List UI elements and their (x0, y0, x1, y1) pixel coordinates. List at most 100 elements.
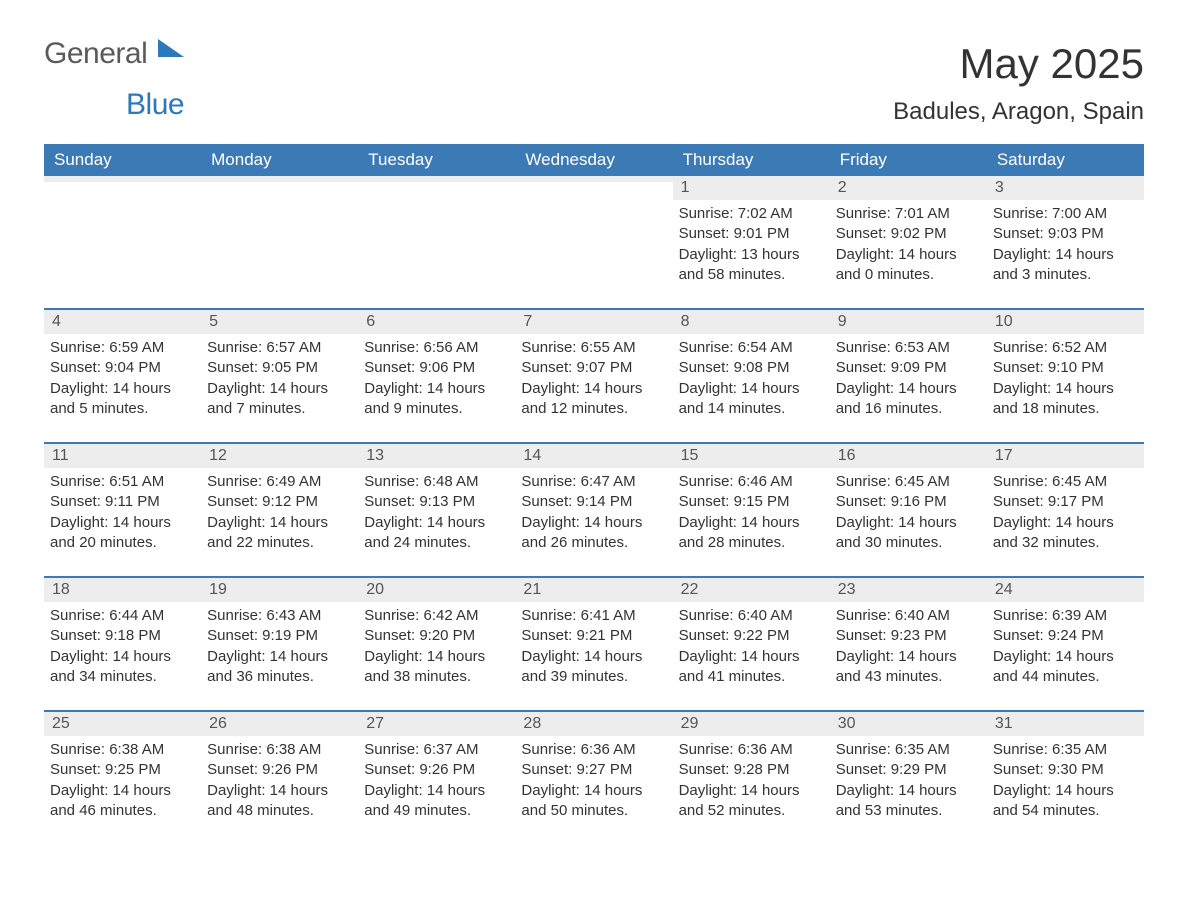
logo-triangle-icon (158, 39, 184, 57)
sunset-text: Sunset: 9:19 PM (207, 626, 352, 646)
sunrise-text: Sunrise: 6:47 AM (521, 472, 666, 492)
day-cell (44, 176, 201, 294)
day-body: Sunrise: 6:38 AMSunset: 9:26 PMDaylight:… (201, 736, 358, 821)
day-body: Sunrise: 6:38 AMSunset: 9:25 PMDaylight:… (44, 736, 201, 821)
day-body: Sunrise: 6:53 AMSunset: 9:09 PMDaylight:… (830, 334, 987, 419)
day-body: Sunrise: 6:42 AMSunset: 9:20 PMDaylight:… (358, 602, 515, 687)
sunrise-text: Sunrise: 6:43 AM (207, 606, 352, 626)
day-body (358, 182, 515, 262)
sunset-text: Sunset: 9:25 PM (50, 760, 195, 780)
daylight-text: Daylight: 14 hours and 7 minutes. (207, 379, 352, 420)
daylight-text: Daylight: 14 hours and 50 minutes. (521, 781, 666, 822)
daylight-text: Daylight: 14 hours and 34 minutes. (50, 647, 195, 688)
day-body: Sunrise: 6:52 AMSunset: 9:10 PMDaylight:… (987, 334, 1144, 419)
day-cell: 18Sunrise: 6:44 AMSunset: 9:18 PMDayligh… (44, 578, 201, 696)
daylight-text: Daylight: 14 hours and 9 minutes. (364, 379, 509, 420)
day-cell: 5Sunrise: 6:57 AMSunset: 9:05 PMDaylight… (201, 310, 358, 428)
sunset-text: Sunset: 9:07 PM (521, 358, 666, 378)
sunrise-text: Sunrise: 7:01 AM (836, 204, 981, 224)
daylight-text: Daylight: 14 hours and 14 minutes. (679, 379, 824, 420)
day-number: 11 (44, 444, 201, 468)
daylight-text: Daylight: 14 hours and 53 minutes. (836, 781, 981, 822)
day-cell: 1Sunrise: 7:02 AMSunset: 9:01 PMDaylight… (673, 176, 830, 294)
day-number: 27 (358, 712, 515, 736)
day-number: 8 (673, 310, 830, 334)
day-number: 30 (830, 712, 987, 736)
day-cell: 16Sunrise: 6:45 AMSunset: 9:16 PMDayligh… (830, 444, 987, 562)
sunset-text: Sunset: 9:05 PM (207, 358, 352, 378)
sunrise-text: Sunrise: 6:38 AM (50, 740, 195, 760)
day-cell: 19 Sunrise: 6:43 AMSunset: 9:19 PMDayligh… (201, 578, 358, 696)
week-row: 18Sunrise: 6:44 AMSunset: 9:18 PMDayligh… (44, 576, 1144, 696)
sunset-text: Sunset: 9:15 PM (679, 492, 824, 512)
sunset-text: Sunset: 9:09 PM (836, 358, 981, 378)
day-cell (201, 176, 358, 294)
day-cell: 30Sunrise: 6:35 AMSunset: 9:29 PMDayligh… (830, 712, 987, 830)
day-body: Sunrise: 6:39 AMSunset: 9:24 PMDaylight:… (987, 602, 1144, 687)
day-body (515, 182, 672, 262)
daylight-text: Daylight: 14 hours and 41 minutes. (679, 647, 824, 688)
sunrise-text: Sunrise: 6:40 AM (836, 606, 981, 626)
sunrise-text: Sunrise: 6:49 AM (207, 472, 352, 492)
day-number: 24 (987, 578, 1144, 602)
sunrise-text: Sunrise: 6:44 AM (50, 606, 195, 626)
sunrise-text: Sunrise: 6:46 AM (679, 472, 824, 492)
day-body: Sunrise: 6:59 AMSunset: 9:04 PMDaylight:… (44, 334, 201, 419)
daylight-text: Daylight: 14 hours and 28 minutes. (679, 513, 824, 554)
day-body: Sunrise: 6:48 AMSunset: 9:13 PMDaylight:… (358, 468, 515, 553)
day-number: 19 (201, 578, 358, 602)
sunrise-text: Sunrise: 6:36 AM (679, 740, 824, 760)
day-body: Sunrise: 6:40 AMSunset: 9:23 PMDaylight:… (830, 602, 987, 687)
day-cell: 24Sunrise: 6:39 AMSunset: 9:24 PMDayligh… (987, 578, 1144, 696)
day-cell: 31Sunrise: 6:35 AMSunset: 9:30 PMDayligh… (987, 712, 1144, 830)
day-body: Sunrise: 6:36 AMSunset: 9:27 PMDaylight:… (515, 736, 672, 821)
day-cell: 26Sunrise: 6:38 AMSunset: 9:26 PMDayligh… (201, 712, 358, 830)
sunrise-text: Sunrise: 6:41 AM (521, 606, 666, 626)
logo-text: General Blue (44, 40, 184, 118)
weekday-header: Thursday (673, 144, 830, 176)
sunrise-text: Sunrise: 7:02 AM (679, 204, 824, 224)
day-cell: 7Sunrise: 6:55 AMSunset: 9:07 PMDaylight… (515, 310, 672, 428)
title-block: May 2025 Badules, Aragon, Spain (893, 40, 1144, 126)
logo-word-blue: Blue (126, 91, 184, 118)
day-cell: 2Sunrise: 7:01 AMSunset: 9:02 PMDaylight… (830, 176, 987, 294)
sunrise-text: Sunrise: 6:38 AM (207, 740, 352, 760)
sunset-text: Sunset: 9:01 PM (679, 224, 824, 244)
sunset-text: Sunset: 9:06 PM (364, 358, 509, 378)
day-body: Sunrise: 6:56 AMSunset: 9:06 PMDaylight:… (358, 334, 515, 419)
sunrise-text: Sunrise: 6:45 AM (836, 472, 981, 492)
day-cell: 4Sunrise: 6:59 AMSunset: 9:04 PMDaylight… (44, 310, 201, 428)
sunrise-text: Sunrise: 6:39 AM (993, 606, 1138, 626)
day-cell: 22Sunrise: 6:40 AMSunset: 9:22 PMDayligh… (673, 578, 830, 696)
sunrise-text: Sunrise: 6:54 AM (679, 338, 824, 358)
day-cell: 6Sunrise: 6:56 AMSunset: 9:06 PMDaylight… (358, 310, 515, 428)
sunset-text: Sunset: 9:27 PM (521, 760, 666, 780)
sunset-text: Sunset: 9:02 PM (836, 224, 981, 244)
day-body: Sunrise: 6:35 AMSunset: 9:29 PMDaylight:… (830, 736, 987, 821)
weekday-header: Tuesday (358, 144, 515, 176)
day-number: 1 (673, 176, 830, 200)
sunrise-text: Sunrise: 6:45 AM (993, 472, 1138, 492)
weekday-header: Saturday (987, 144, 1144, 176)
sunset-text: Sunset: 9:03 PM (993, 224, 1138, 244)
day-body: Sunrise: 7:01 AMSunset: 9:02 PMDaylight:… (830, 200, 987, 285)
daylight-text: Daylight: 14 hours and 12 minutes. (521, 379, 666, 420)
sunset-text: Sunset: 9:21 PM (521, 626, 666, 646)
sunrise-text: Sunrise: 7:00 AM (993, 204, 1138, 224)
day-number: 3 (987, 176, 1144, 200)
week-row: 4Sunrise: 6:59 AMSunset: 9:04 PMDaylight… (44, 308, 1144, 428)
day-cell: 8 Sunrise: 6:54 AMSunset: 9:08 PMDaylight… (673, 310, 830, 428)
sunset-text: Sunset: 9:08 PM (679, 358, 824, 378)
weekday-header: Monday (201, 144, 358, 176)
daylight-text: Daylight: 14 hours and 54 minutes. (993, 781, 1138, 822)
sunset-text: Sunset: 9:22 PM (679, 626, 824, 646)
sunset-text: Sunset: 9:17 PM (993, 492, 1138, 512)
daylight-text: Daylight: 14 hours and 36 minutes. (207, 647, 352, 688)
day-body (201, 182, 358, 262)
daylight-text: Daylight: 13 hours and 58 minutes. (679, 245, 824, 286)
day-body: Sunrise: 7:02 AMSunset: 9:01 PMDaylight:… (673, 200, 830, 285)
day-number: 21 (515, 578, 672, 602)
day-cell (515, 176, 672, 294)
day-number: 10 (987, 310, 1144, 334)
daylight-text: Daylight: 14 hours and 30 minutes. (836, 513, 981, 554)
